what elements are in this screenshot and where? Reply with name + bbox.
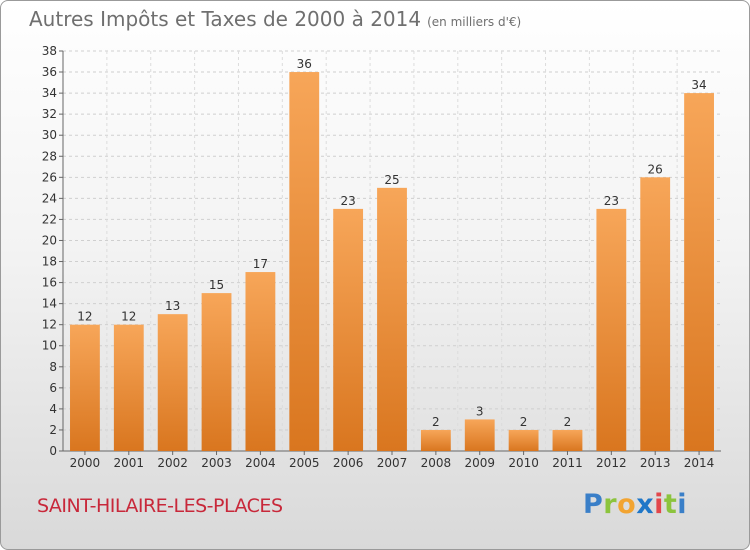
x-tick-label-2013: 2013 bbox=[640, 456, 671, 470]
y-tick-label: 26 bbox=[42, 170, 57, 184]
data-label-2014: 34 bbox=[691, 78, 706, 92]
x-tick-label-2002: 2002 bbox=[157, 456, 188, 470]
bar-2004 bbox=[245, 272, 276, 451]
data-label-2013: 26 bbox=[648, 162, 663, 176]
x-tick-label-2010: 2010 bbox=[508, 456, 539, 470]
data-label-2006: 23 bbox=[340, 194, 355, 208]
x-tick-label-2007: 2007 bbox=[377, 456, 408, 470]
chart-title-text: Autres Impôts et Taxes de 2000 à 2014 bbox=[29, 7, 422, 31]
y-tick-label: 10 bbox=[42, 339, 57, 353]
chart-title: Autres Impôts et Taxes de 2000 à 2014 (en… bbox=[29, 7, 521, 31]
y-tick-label: 12 bbox=[42, 318, 57, 332]
x-tick-label-2004: 2004 bbox=[245, 456, 276, 470]
x-tick-label-2014: 2014 bbox=[684, 456, 715, 470]
y-tick-label: 6 bbox=[49, 381, 57, 395]
y-tick-label: 4 bbox=[49, 402, 57, 416]
bar-2003 bbox=[201, 293, 232, 451]
bar-2007 bbox=[377, 187, 407, 451]
y-tick-label: 20 bbox=[42, 233, 57, 247]
x-tick-label-2006: 2006 bbox=[333, 456, 364, 470]
chart-unit: (en milliers d'€) bbox=[427, 15, 522, 29]
bar-2013 bbox=[640, 177, 671, 451]
y-tick-label: 30 bbox=[42, 128, 57, 142]
y-tick-label: 2 bbox=[49, 423, 57, 437]
data-label-2005: 36 bbox=[297, 57, 312, 71]
bar-2008 bbox=[420, 429, 451, 451]
y-tick-label: 24 bbox=[42, 191, 57, 205]
y-tick-label: 14 bbox=[42, 297, 57, 311]
bar-2001 bbox=[113, 324, 144, 451]
bar-2009 bbox=[464, 419, 495, 451]
y-tick-label: 36 bbox=[42, 65, 57, 79]
data-label-2010: 2 bbox=[520, 415, 528, 429]
y-tick-label: 16 bbox=[42, 276, 57, 290]
data-label-2004: 17 bbox=[253, 257, 268, 271]
x-tick-label-2009: 2009 bbox=[464, 456, 495, 470]
bars bbox=[70, 72, 714, 452]
y-tick-label: 22 bbox=[42, 212, 57, 226]
y-tick-label: 18 bbox=[42, 255, 57, 269]
y-tick-label: 8 bbox=[49, 360, 57, 374]
data-label-2012: 23 bbox=[604, 194, 619, 208]
place-name: SAINT-HILAIRE-LES-PLACES bbox=[37, 495, 283, 517]
bar-2014 bbox=[684, 93, 714, 452]
x-tick-label-2000: 2000 bbox=[70, 456, 101, 470]
bar-2011 bbox=[552, 429, 583, 451]
x-tick-label-2008: 2008 bbox=[421, 456, 452, 470]
y-tick-label: 38 bbox=[42, 44, 57, 58]
bar-2010 bbox=[508, 429, 539, 451]
bar-2005 bbox=[289, 72, 320, 451]
y-tick-label: 34 bbox=[42, 86, 57, 100]
x-tick-label-2001: 2001 bbox=[114, 456, 145, 470]
y-tick-label: 28 bbox=[42, 149, 57, 163]
data-label-2002: 13 bbox=[165, 299, 180, 313]
x-tick-label-2005: 2005 bbox=[289, 456, 320, 470]
x-tick-label-2011: 2011 bbox=[552, 456, 583, 470]
x-tick-label-2003: 2003 bbox=[201, 456, 232, 470]
y-tick-label: 0 bbox=[49, 444, 57, 458]
data-label-2011: 2 bbox=[564, 415, 572, 429]
data-label-2009: 3 bbox=[476, 404, 484, 418]
data-label-2008: 2 bbox=[432, 415, 440, 429]
bar-2012 bbox=[596, 208, 627, 451]
data-label-2000: 12 bbox=[77, 310, 92, 324]
data-label-2003: 15 bbox=[209, 278, 224, 292]
data-label-2001: 12 bbox=[121, 310, 136, 324]
bar-2000 bbox=[70, 324, 100, 451]
x-tick-label-2012: 2012 bbox=[596, 456, 627, 470]
y-tick-label: 32 bbox=[42, 107, 57, 121]
bar-2002 bbox=[157, 314, 188, 451]
proxiti-logo: Proxiti bbox=[583, 489, 688, 520]
bar-2006 bbox=[333, 208, 364, 451]
data-label-2007: 25 bbox=[384, 173, 399, 187]
